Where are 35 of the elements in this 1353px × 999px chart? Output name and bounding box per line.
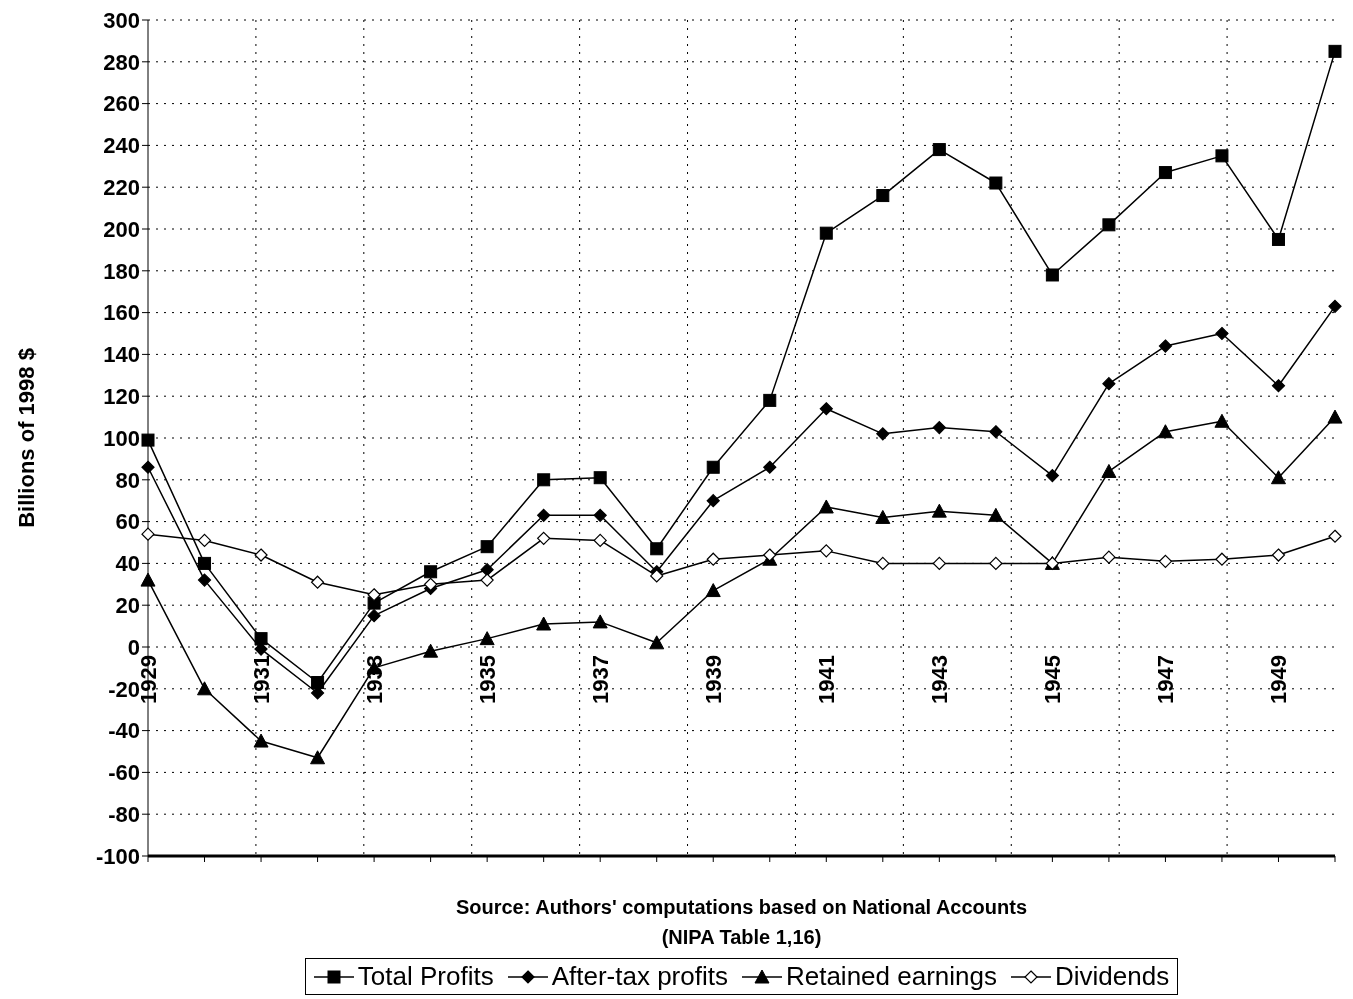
y-tick-label: 240	[103, 133, 140, 159]
y-tick-label: 160	[103, 300, 140, 326]
y-tick-label: 100	[103, 425, 140, 451]
x-tick-label: 1949	[1265, 655, 1291, 704]
legend-label: After-tax profits	[551, 961, 728, 992]
x-tick-label: 1945	[1039, 655, 1065, 704]
y-tick-label: -100	[95, 843, 140, 869]
y-tick-label: 300	[103, 7, 140, 33]
source-note: Source: Authors' computations based on National Accounts (NIPA Table 1,16)	[454, 895, 1029, 950]
y-tick-label: 180	[103, 258, 140, 284]
y-tick-label: 140	[103, 342, 140, 368]
y-tick-label: 60	[115, 509, 140, 535]
legend-label: Retained earnings	[785, 961, 997, 992]
y-tick-label: 200	[103, 216, 140, 242]
y-axis-title: Billions of 1998 $	[13, 348, 39, 528]
y-tick-label: 20	[115, 593, 140, 619]
x-tick-label: 1931	[248, 655, 274, 704]
x-tick-label: 1935	[474, 655, 500, 704]
legend-label: Dividends	[1054, 961, 1170, 992]
y-tick-label: 40	[115, 551, 140, 577]
y-tick-label: 120	[103, 384, 140, 410]
y-tick-label: 80	[115, 467, 140, 493]
y-tick-label: -60	[108, 760, 140, 786]
x-tick-label: 1941	[813, 655, 839, 704]
y-tick-label: 220	[103, 175, 140, 201]
y-tick-label: 260	[103, 91, 140, 117]
y-tick-label: -80	[108, 802, 140, 828]
legend-label: Total Profits	[357, 961, 494, 992]
x-tick-label: 1937	[587, 655, 613, 704]
y-tick-label: 0	[127, 634, 140, 660]
x-tick-label: 1947	[1152, 655, 1178, 704]
x-tick-label: 1939	[700, 655, 726, 704]
y-tick-label: -40	[108, 718, 140, 744]
y-tick-label: 280	[103, 49, 140, 75]
x-tick-label: 1943	[926, 655, 952, 704]
